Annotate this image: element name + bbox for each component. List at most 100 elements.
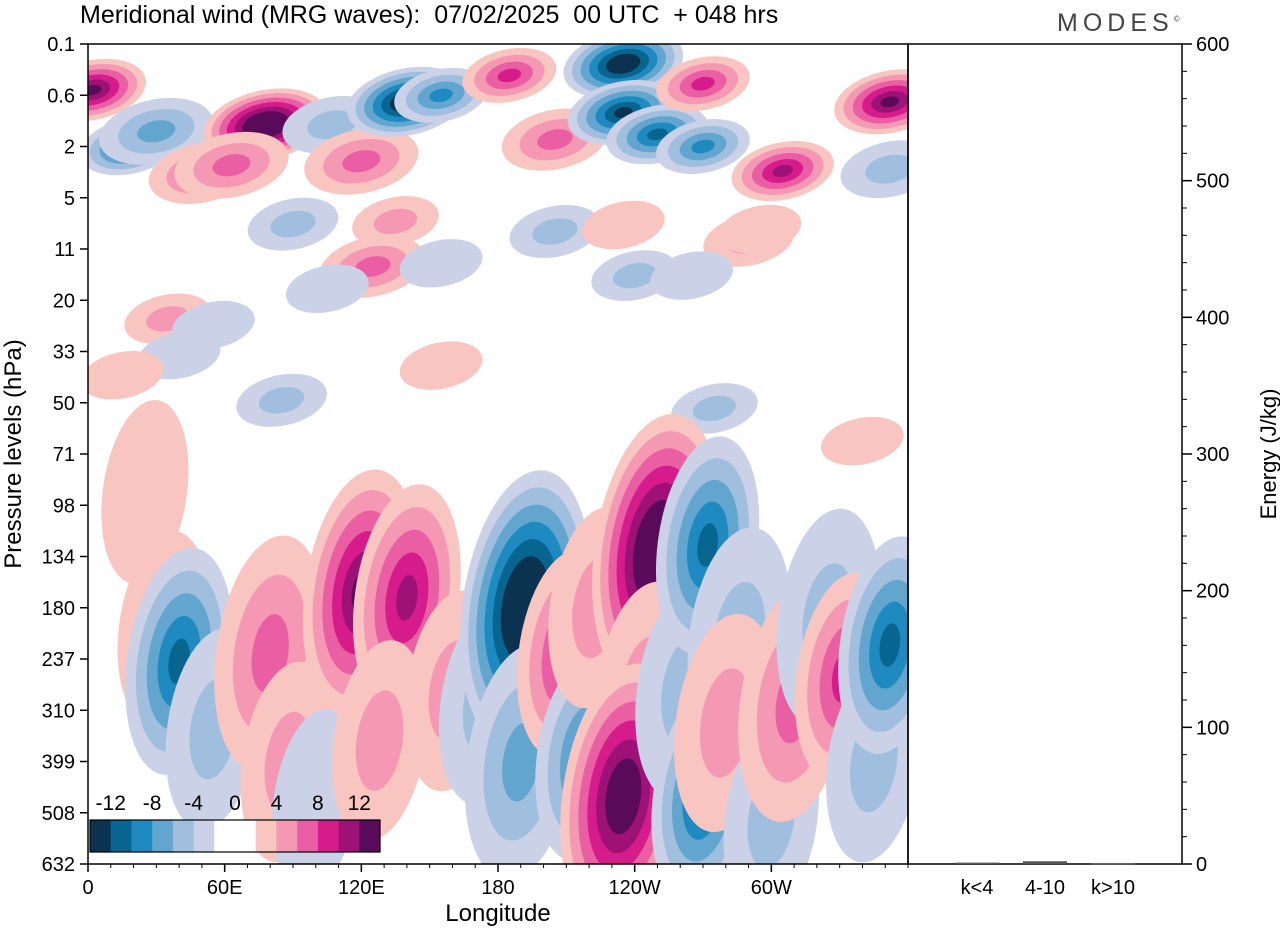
y-tick-label-3: 5 [64,188,75,210]
colorbar: -12 -8 -4 0 4 8 12 [89,792,381,853]
contour-27-0 [399,239,483,288]
y-tick-label-9: 98 [53,495,75,517]
energy-tick-label-3: 300 [1196,444,1229,466]
y-tick-label-5: 20 [53,290,75,312]
x-tick-label-0: 0 [82,877,93,899]
contour-20-1 [270,210,316,238]
contour-17-4 [772,165,793,177]
y-tick-label-2: 2 [64,137,75,159]
colorbar-swatch-5 [193,820,215,852]
colorbar-swatch-12 [338,820,360,852]
brand-name: MODES [1057,9,1174,37]
heatmap-field [88,44,908,864]
energy-tick-label-2: 200 [1196,581,1229,603]
contour-52-2 [502,722,540,802]
contour-28-0 [285,264,369,314]
y-axis-label: Pressure levels (hPa) [0,339,27,568]
energy-tick-label-1: 100 [1196,717,1229,739]
x-tick-label-5: 60W [751,877,792,899]
contour-48-1 [355,690,404,791]
y-tick-label-8: 71 [53,444,75,466]
y-tick-label-0: 0.1 [47,34,75,56]
contour-9-3 [429,88,453,103]
colorbar-swatch-1 [110,820,132,852]
colorbar-label-3: 0 [229,792,241,815]
contour-60-4 [697,523,718,567]
energy-bars: k<4 4-10 k>10 [955,861,1135,899]
contour-14-4 [647,128,668,141]
energy-frame [907,43,1183,865]
x-tick-label-1: 60E [207,877,243,899]
energy-category-label-2: k>10 [1091,877,1135,899]
contour-29-1 [613,262,657,289]
y-tick-label-4: 11 [54,239,75,261]
y-tick-label-1: 0.6 [47,85,75,107]
contour-23-0 [581,200,665,250]
contour-18-5 [880,96,900,108]
contour-36-0 [399,341,483,390]
contour-7-2 [342,150,381,173]
contour-38-0 [821,416,904,466]
contour-15-3 [691,139,715,154]
energy-tick-label-0: 0 [1196,854,1207,876]
y-axis: 0.1 0.6 2 5 11 20 33 50 71 98 134 180 237 310 399 508 63… [42,34,88,876]
contour-6-1 [307,110,357,140]
contour-35-1 [258,386,305,414]
y-tick-label-13: 310 [42,700,75,722]
contour-22-1 [532,218,578,245]
y-tick-label-11: 180 [42,598,75,620]
energy-bar-1 [1023,861,1067,864]
x-axis-label: Longitude [445,900,550,927]
y-tick-label-15: 508 [42,803,75,825]
colorbar-swatch-6 [214,820,236,852]
colorbar-swatch-3 [152,820,174,852]
energy-bar-2 [1091,863,1135,865]
contour-34-0 [88,350,164,400]
energy-axis-label: Energy (J/kg) [1256,389,1280,520]
y-tick-label-10: 134 [42,547,75,569]
colorbar-swatch-9 [276,820,298,852]
contour-21-1 [373,208,418,235]
energy-axis: 0 100 200 300 400 500 600 [1182,34,1229,876]
contour-19-1 [865,154,908,184]
energy-tick-label-5: 500 [1196,171,1229,193]
y-tick-label-16: 632 [42,854,75,876]
x-tick-label-4: 120W [609,877,661,899]
energy-category-label-0: k<4 [961,877,994,899]
y-tick-label-14: 399 [42,752,75,774]
contour-30-0 [650,251,733,300]
colorbar-swatch-11 [317,820,340,852]
contour-26-2 [354,256,391,277]
energy-bar-0 [955,862,999,864]
contour-16-3 [691,76,715,91]
contour-5-2 [212,154,251,177]
contour-47-4 [396,575,418,621]
colorbar-label-5: 8 [312,792,324,815]
energy-tick-label-4: 400 [1196,307,1229,329]
colorbar-label-6: 12 [348,792,371,815]
colorbar-swatch-4 [172,820,195,852]
y-tick-label-12: 237 [42,649,75,671]
contour-63-1 [699,668,752,778]
colorbar-label-0: -12 [96,792,126,815]
chart-title: Meridional wind (MRG waves): 07/02/2025 … [80,1,779,29]
colorbar-label-4: 4 [271,792,283,815]
contour-10-3 [497,68,522,83]
colorbar-swatch-7 [235,820,257,852]
colorbar-frame [89,819,381,853]
y-tick-label-7: 50 [53,393,75,415]
colorbar-swatch-10 [297,820,319,852]
contour-25-0 [718,204,802,254]
colorbar-label-2: -4 [184,792,203,815]
x-tick-label-3: 180 [481,877,514,899]
energy-category-label-1: 4-10 [1025,877,1065,899]
brand-mark: © [1173,14,1180,24]
contour-4-7 [257,120,274,130]
contour-69-4 [879,623,901,667]
contour-11-2 [537,129,573,150]
colorbar-swatch-8 [255,820,277,852]
colorbar-swatch-0 [90,820,112,852]
colorbar-swatch-13 [359,820,381,852]
brand-logo: MODES© [1057,9,1180,38]
contour-37-1 [692,395,737,422]
